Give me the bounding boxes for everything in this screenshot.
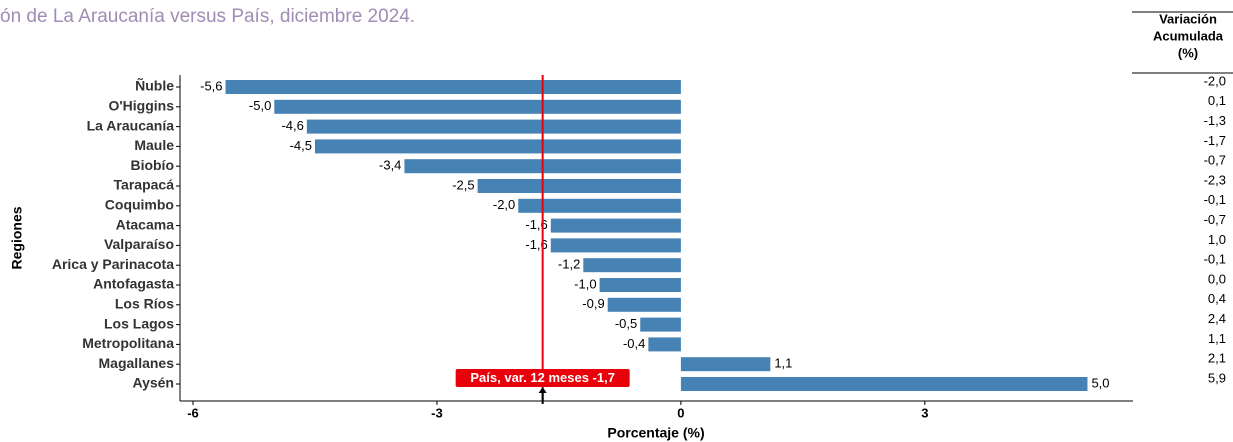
- y-tick-label: La Araucanía: [87, 117, 175, 133]
- value-label: 1,1: [774, 356, 792, 371]
- value-label: -0,5: [615, 316, 637, 331]
- bar: [607, 297, 681, 312]
- table-cell: 1,1: [1208, 331, 1226, 346]
- table-cell: 5,9: [1208, 370, 1226, 385]
- table-cell: -0,7: [1204, 153, 1226, 168]
- table-cell: 2,4: [1208, 311, 1226, 326]
- x-tick-label: -3: [431, 405, 443, 420]
- value-label: -5,0: [249, 98, 271, 113]
- annotation-arrowhead: [538, 387, 547, 393]
- table-cell: -2,0: [1204, 73, 1226, 88]
- y-tick-label: Los Lagos: [104, 315, 174, 331]
- bar: [550, 218, 681, 233]
- bar: [477, 179, 681, 193]
- y-axis-title: Regiones: [9, 206, 25, 269]
- bar: [680, 377, 1088, 391]
- bar: [225, 80, 681, 94]
- table-cell: -0,1: [1204, 192, 1226, 207]
- x-tick-label: -6: [187, 405, 199, 420]
- value-label: -2,5: [452, 177, 474, 192]
- value-label: -3,4: [379, 158, 401, 173]
- bar: [680, 357, 771, 372]
- table-cell: -1,7: [1204, 133, 1226, 148]
- y-tick-label: Atacama: [116, 216, 175, 232]
- value-label: -5,6: [200, 78, 222, 93]
- x-axis-title: Porcentaje (%): [607, 425, 704, 441]
- table-header: Variación: [1159, 11, 1217, 26]
- y-tick-label: Los Ríos: [115, 296, 174, 312]
- bar: [583, 258, 681, 273]
- y-tick-label: Ñuble: [135, 77, 174, 94]
- value-label: -0,9: [582, 296, 604, 311]
- bar: [306, 119, 681, 134]
- value-label: -4,6: [281, 118, 303, 133]
- table-header: Acumulada: [1153, 28, 1224, 43]
- table-header: (%): [1178, 45, 1198, 60]
- y-tick-label: Biobío: [130, 157, 174, 173]
- value-label: 5,0: [1091, 375, 1109, 390]
- bar: [274, 99, 681, 114]
- table-cell: -2,3: [1204, 172, 1226, 187]
- x-tick-label: 0: [677, 405, 684, 420]
- table-cell: 1,0: [1208, 232, 1226, 247]
- table-cell: -0,1: [1204, 252, 1226, 267]
- y-tick-label: Antofagasta: [93, 276, 174, 292]
- value-label: -1,2: [558, 257, 580, 272]
- chart-title: ón de La Araucanía versus País, diciembr…: [0, 6, 415, 27]
- table-cell: -1,3: [1204, 113, 1226, 128]
- bar: [648, 337, 681, 352]
- y-tick-label: Maule: [134, 137, 174, 153]
- table-cell: 2,1: [1208, 351, 1226, 366]
- bar: [550, 238, 681, 253]
- table-cell: 0,0: [1208, 271, 1226, 286]
- value-label: -0,4: [623, 336, 645, 351]
- bar: [599, 278, 681, 292]
- table-cell: -0,7: [1204, 212, 1226, 227]
- y-tick-label: Magallanes: [99, 355, 175, 371]
- y-tick-label: Metropolitana: [82, 335, 174, 351]
- y-tick-label: Coquimbo: [105, 197, 174, 213]
- value-label: -1,0: [574, 276, 596, 291]
- y-tick-label: Valparaíso: [104, 236, 174, 252]
- annotation-box: [455, 369, 630, 387]
- annotation: País, var. 12 meses -1,7: [470, 370, 615, 385]
- y-tick-label: Arica y Parinacota: [52, 256, 174, 272]
- table-cell: 0,1: [1208, 93, 1226, 108]
- value-label: -4,5: [290, 138, 312, 153]
- table-cell: 0,4: [1208, 291, 1226, 306]
- bar: [518, 198, 681, 213]
- y-tick-label: O'Higgins: [108, 98, 174, 114]
- value-label: -1,6: [525, 217, 547, 232]
- value-label: -2,0: [493, 197, 515, 212]
- bar: [640, 317, 681, 332]
- value-label: -1,6: [525, 237, 547, 252]
- bar: [314, 139, 681, 154]
- x-tick-label: 3: [921, 405, 928, 420]
- y-tick-label: Aysén: [132, 375, 174, 391]
- y-tick-label: Tarapacá: [114, 177, 175, 193]
